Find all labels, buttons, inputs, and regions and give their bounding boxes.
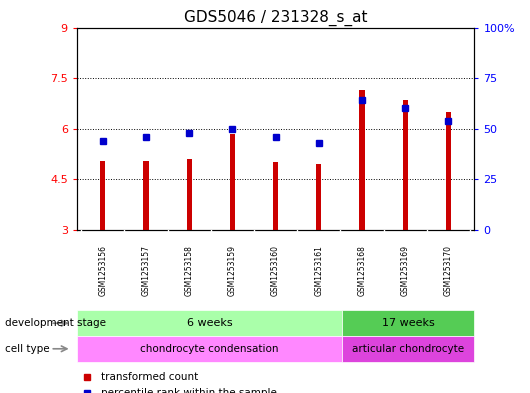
Text: cell type: cell type bbox=[5, 344, 50, 354]
Text: GSM1253160: GSM1253160 bbox=[271, 245, 280, 296]
Bar bbox=[359, 90, 365, 230]
Text: GSM1253158: GSM1253158 bbox=[184, 245, 193, 296]
Bar bbox=[100, 161, 105, 230]
Text: GSM1253168: GSM1253168 bbox=[358, 245, 367, 296]
Bar bbox=[187, 159, 192, 230]
Text: GSM1253161: GSM1253161 bbox=[314, 245, 323, 296]
Title: GDS5046 / 231328_s_at: GDS5046 / 231328_s_at bbox=[184, 10, 367, 26]
Bar bbox=[316, 164, 321, 230]
Text: GSM1253159: GSM1253159 bbox=[228, 245, 237, 296]
Bar bbox=[342, 336, 474, 362]
Text: GSM1253156: GSM1253156 bbox=[98, 245, 107, 296]
Text: articular chondrocyte: articular chondrocyte bbox=[352, 344, 464, 354]
Text: GSM1253157: GSM1253157 bbox=[142, 245, 151, 296]
Text: 6 weeks: 6 weeks bbox=[187, 318, 232, 328]
Bar bbox=[403, 100, 408, 230]
Bar bbox=[230, 134, 235, 230]
Text: percentile rank within the sample: percentile rank within the sample bbox=[101, 388, 277, 393]
Bar bbox=[144, 161, 148, 230]
Text: chondrocyte condensation: chondrocyte condensation bbox=[140, 344, 279, 354]
Text: development stage: development stage bbox=[5, 318, 107, 328]
Text: transformed count: transformed count bbox=[101, 372, 198, 382]
Bar bbox=[342, 310, 474, 336]
Text: GSM1253169: GSM1253169 bbox=[401, 245, 410, 296]
Bar bbox=[77, 310, 342, 336]
Text: GSM1253170: GSM1253170 bbox=[444, 245, 453, 296]
Bar bbox=[77, 336, 342, 362]
Bar bbox=[273, 162, 278, 230]
Bar bbox=[446, 112, 451, 230]
Text: 17 weeks: 17 weeks bbox=[382, 318, 435, 328]
